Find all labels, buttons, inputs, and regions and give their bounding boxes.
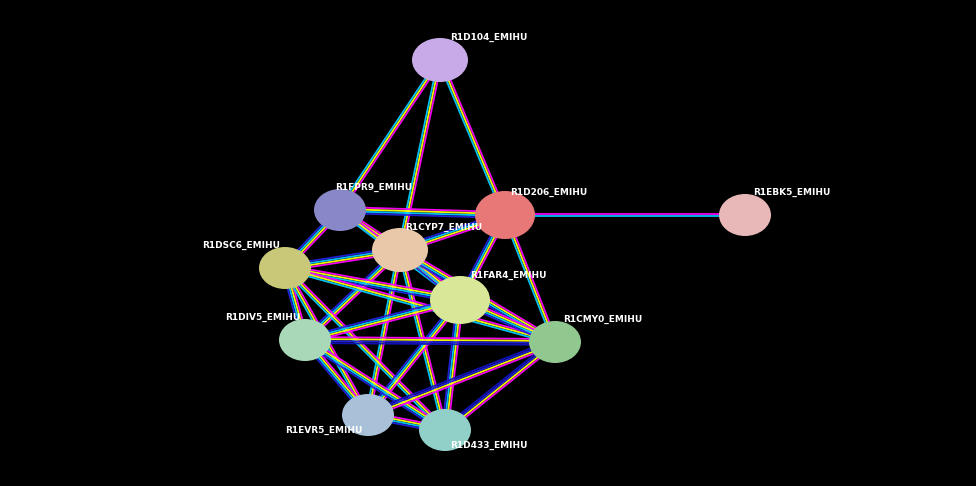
Text: R1D104_EMIHU: R1D104_EMIHU	[450, 33, 527, 42]
Ellipse shape	[412, 38, 468, 82]
Ellipse shape	[279, 319, 331, 361]
Text: R1DSC6_EMIHU: R1DSC6_EMIHU	[202, 241, 280, 250]
Ellipse shape	[314, 189, 366, 231]
Ellipse shape	[529, 321, 581, 363]
Ellipse shape	[259, 247, 311, 289]
Text: R1CYP7_EMIHU: R1CYP7_EMIHU	[405, 223, 482, 232]
Text: R1EBK5_EMIHU: R1EBK5_EMIHU	[753, 188, 831, 197]
Text: R1FAR4_EMIHU: R1FAR4_EMIHU	[470, 271, 547, 280]
Text: R1EVR5_EMIHU: R1EVR5_EMIHU	[286, 426, 363, 435]
Ellipse shape	[419, 409, 471, 451]
Text: R1D433_EMIHU: R1D433_EMIHU	[450, 441, 527, 450]
Text: R1FPR9_EMIHU: R1FPR9_EMIHU	[335, 183, 412, 192]
Text: R1CMY0_EMIHU: R1CMY0_EMIHU	[563, 315, 642, 324]
Ellipse shape	[430, 276, 490, 324]
Ellipse shape	[372, 228, 428, 272]
Text: R1DIV5_EMIHU: R1DIV5_EMIHU	[224, 313, 300, 322]
Ellipse shape	[719, 194, 771, 236]
Ellipse shape	[342, 394, 394, 436]
Text: R1D206_EMIHU: R1D206_EMIHU	[510, 188, 588, 197]
Ellipse shape	[475, 191, 535, 239]
